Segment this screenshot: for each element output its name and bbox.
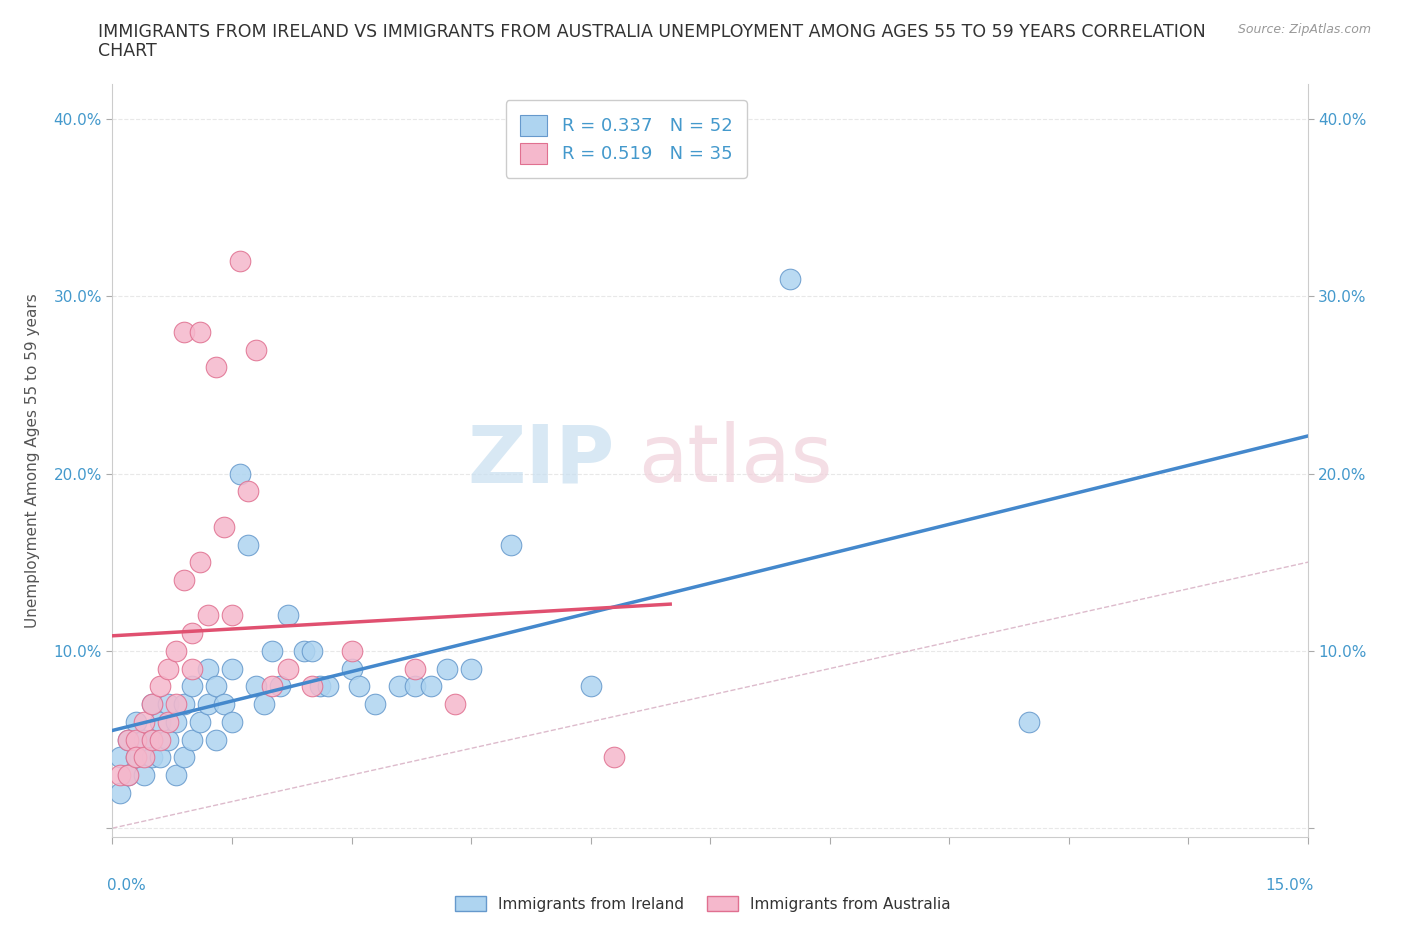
Point bbox=[110, 767, 132, 782]
Point bbox=[157, 732, 180, 747]
Point bbox=[236, 484, 259, 498]
Point bbox=[173, 750, 195, 764]
Point bbox=[260, 644, 283, 658]
Point bbox=[197, 697, 219, 711]
Legend: R = 0.337   N = 52, R = 0.519   N = 35: R = 0.337 N = 52, R = 0.519 N = 35 bbox=[506, 100, 747, 178]
Point bbox=[149, 732, 172, 747]
Point bbox=[188, 714, 211, 729]
Point bbox=[173, 697, 195, 711]
Point bbox=[117, 732, 139, 747]
Point bbox=[125, 732, 148, 747]
Point bbox=[197, 608, 219, 623]
Point bbox=[245, 342, 267, 357]
Point bbox=[245, 679, 267, 694]
Point bbox=[236, 538, 259, 552]
Point bbox=[117, 767, 139, 782]
Point bbox=[165, 644, 187, 658]
Point bbox=[181, 732, 204, 747]
Point bbox=[110, 750, 132, 764]
Point bbox=[277, 661, 299, 676]
Point bbox=[388, 679, 411, 694]
Point bbox=[134, 750, 156, 764]
Point bbox=[134, 767, 156, 782]
Point bbox=[212, 697, 235, 711]
Point bbox=[460, 661, 482, 676]
Legend: Immigrants from Ireland, Immigrants from Australia: Immigrants from Ireland, Immigrants from… bbox=[450, 889, 956, 918]
Point bbox=[212, 519, 235, 534]
Text: 0.0%: 0.0% bbox=[107, 879, 145, 894]
Point bbox=[157, 714, 180, 729]
Point bbox=[779, 272, 801, 286]
Point bbox=[125, 714, 148, 729]
Point bbox=[1018, 714, 1040, 729]
Text: IMMIGRANTS FROM IRELAND VS IMMIGRANTS FROM AUSTRALIA UNEMPLOYMENT AMONG AGES 55 : IMMIGRANTS FROM IRELAND VS IMMIGRANTS FR… bbox=[98, 23, 1206, 41]
Point bbox=[149, 679, 172, 694]
Point bbox=[197, 661, 219, 676]
Point bbox=[603, 750, 626, 764]
Text: CHART: CHART bbox=[98, 42, 157, 60]
Text: 15.0%: 15.0% bbox=[1265, 879, 1313, 894]
Point bbox=[340, 644, 363, 658]
Point bbox=[436, 661, 458, 676]
Y-axis label: Unemployment Among Ages 55 to 59 years: Unemployment Among Ages 55 to 59 years bbox=[25, 293, 39, 628]
Point bbox=[292, 644, 315, 658]
Point bbox=[117, 767, 139, 782]
Point bbox=[404, 679, 426, 694]
Point bbox=[157, 661, 180, 676]
Point bbox=[141, 697, 163, 711]
Point bbox=[221, 714, 243, 729]
Point bbox=[188, 555, 211, 570]
Point bbox=[149, 714, 172, 729]
Point bbox=[117, 732, 139, 747]
Point bbox=[364, 697, 387, 711]
Point bbox=[149, 750, 172, 764]
Text: Source: ZipAtlas.com: Source: ZipAtlas.com bbox=[1237, 23, 1371, 36]
Point bbox=[125, 750, 148, 764]
Point bbox=[141, 750, 163, 764]
Point bbox=[165, 767, 187, 782]
Point bbox=[181, 626, 204, 641]
Point bbox=[308, 679, 330, 694]
Point bbox=[157, 697, 180, 711]
Text: ZIP: ZIP bbox=[467, 421, 614, 499]
Point bbox=[579, 679, 602, 694]
Text: atlas: atlas bbox=[638, 421, 832, 499]
Point bbox=[110, 785, 132, 800]
Point bbox=[229, 254, 252, 269]
Point bbox=[141, 732, 163, 747]
Point bbox=[340, 661, 363, 676]
Point bbox=[141, 732, 163, 747]
Point bbox=[181, 679, 204, 694]
Point bbox=[181, 661, 204, 676]
Point bbox=[173, 573, 195, 588]
Point bbox=[165, 697, 187, 711]
Point bbox=[205, 732, 228, 747]
Point bbox=[221, 661, 243, 676]
Point bbox=[165, 714, 187, 729]
Point bbox=[349, 679, 371, 694]
Point bbox=[253, 697, 276, 711]
Point bbox=[229, 466, 252, 481]
Point bbox=[499, 538, 522, 552]
Point bbox=[205, 679, 228, 694]
Point bbox=[301, 644, 323, 658]
Point bbox=[404, 661, 426, 676]
Point bbox=[277, 608, 299, 623]
Point bbox=[221, 608, 243, 623]
Point bbox=[269, 679, 291, 694]
Point bbox=[188, 325, 211, 339]
Point bbox=[420, 679, 443, 694]
Point bbox=[260, 679, 283, 694]
Point bbox=[141, 697, 163, 711]
Point bbox=[134, 732, 156, 747]
Point bbox=[205, 360, 228, 375]
Point bbox=[134, 714, 156, 729]
Point bbox=[125, 750, 148, 764]
Point bbox=[444, 697, 467, 711]
Point bbox=[301, 679, 323, 694]
Point bbox=[316, 679, 339, 694]
Point bbox=[173, 325, 195, 339]
